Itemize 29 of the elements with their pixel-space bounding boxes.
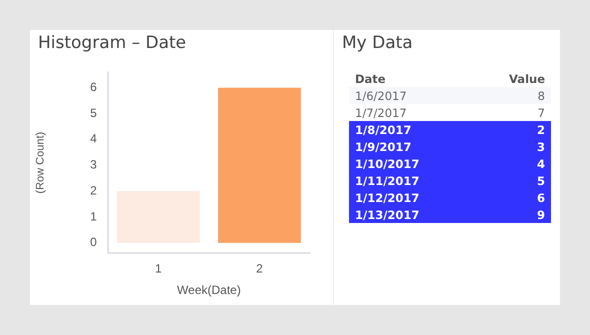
y-tick-label: 5 [90,106,98,120]
category-label: 1/13/2017 [354,206,420,223]
category-label: 1/7/2017 [354,104,408,121]
category-label: 1/9/2017 [354,138,412,155]
category-label: 1/10/2017 [354,156,420,172]
category-label: 1/11/2017 [354,172,420,189]
y-axis-title: (Row Count) [34,132,47,194]
data-label: 3 [536,138,546,155]
text: Date [354,70,387,87]
y-tick-label: 6 [90,80,98,94]
y-tick-label: 3 [90,158,98,172]
y-tick-label: 4 [90,132,98,146]
y-tick-label: 1 [90,209,98,224]
data-label: 2 [536,122,546,138]
y-tick-label: 0 [90,235,98,250]
data-label: 4 [536,156,546,172]
category-label: 1/6/2017 [354,88,408,104]
data-label: 8 [536,88,546,104]
chart-title: Histogram – Date [38,33,186,53]
y-tick-label: 2 [90,183,98,198]
data-label: 7 [536,104,546,121]
text: Value [508,70,546,87]
x-axis-title: Week(Date) [177,283,241,298]
category-label: 1/12/2017 [354,190,420,206]
data-label: 9 [536,206,546,223]
data-label: 6 [536,190,546,206]
category-label: 1/8/2017 [354,122,412,138]
text: My Data [342,33,413,53]
data-label: 5 [536,172,546,189]
